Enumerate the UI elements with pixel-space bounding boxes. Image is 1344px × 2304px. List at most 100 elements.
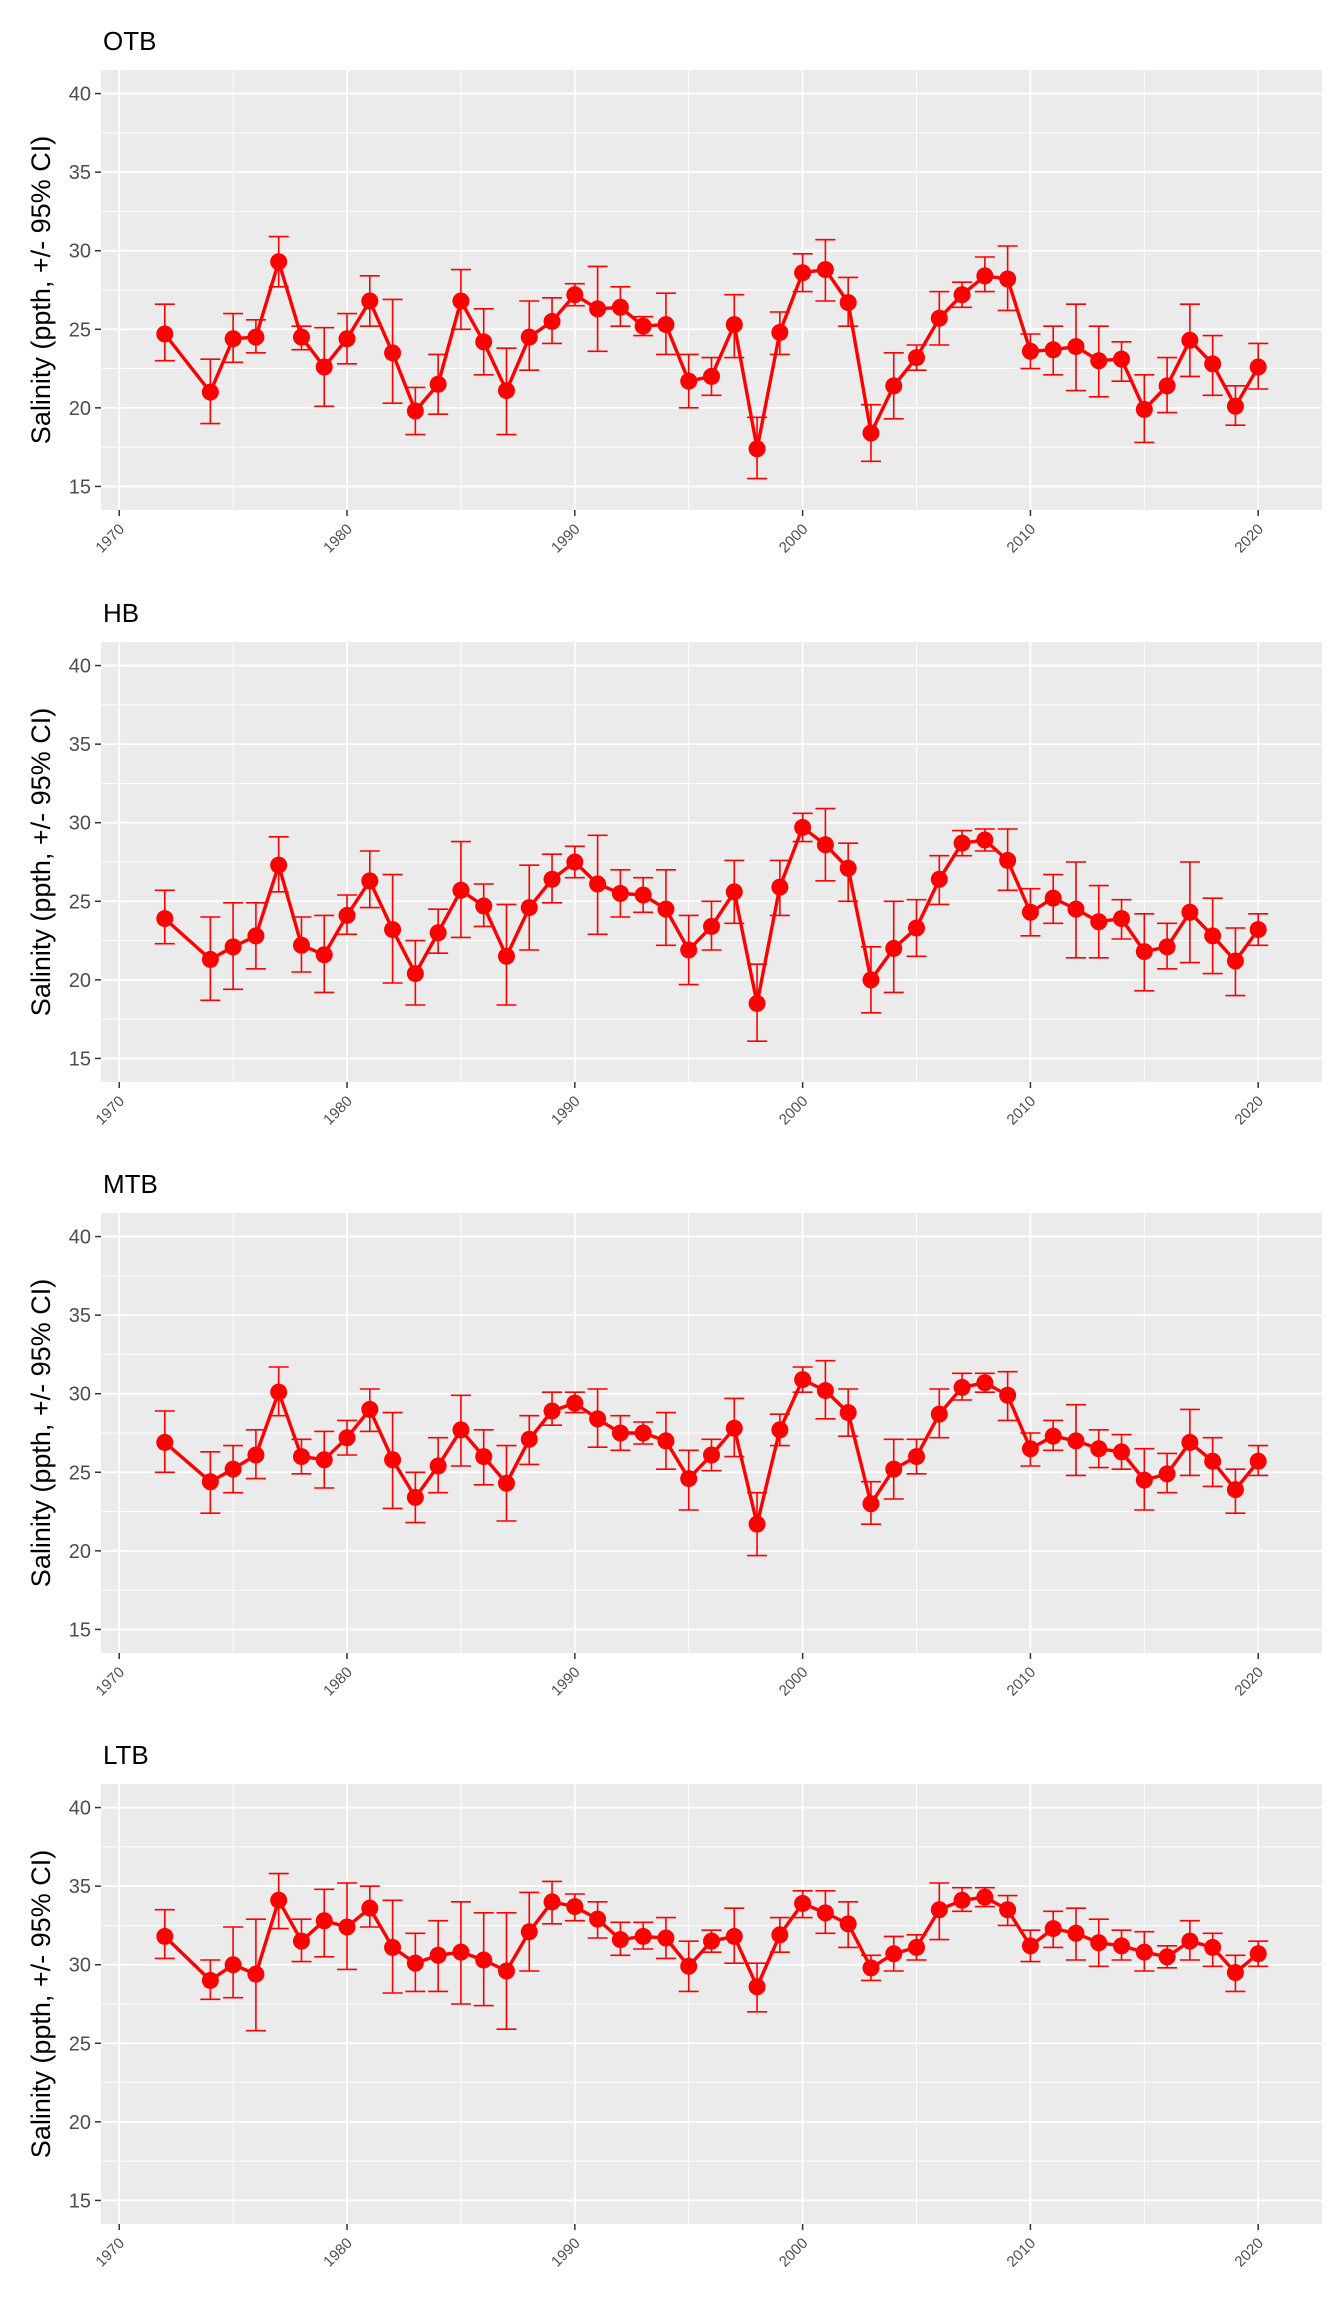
data-point (543, 312, 561, 330)
x-tick-label: 2010 (1004, 521, 1040, 557)
data-point (680, 372, 698, 390)
panel-title: OTB (103, 26, 156, 56)
data-point (224, 330, 242, 348)
data-point (384, 1938, 402, 1956)
data-point (1181, 903, 1199, 921)
y-tick-label: 30 (69, 813, 91, 835)
panel-ltb: LTB 15 20 25 30 35 40 1970 1980 1990 2000 2010 2020 S… (26, 1740, 1322, 2270)
data-point (520, 328, 538, 346)
data-point (657, 1432, 675, 1450)
data-point (611, 1931, 629, 1949)
data-point (1090, 913, 1108, 931)
y-tick-label: 20 (69, 1541, 91, 1563)
data-point (566, 1394, 584, 1412)
panel-otb: OTB 15 20 25 30 35 40 1970 1980 1990 2000 2010 2020 S… (26, 26, 1322, 556)
data-point (270, 1383, 288, 1401)
series-salinity (154, 1359, 1269, 1557)
data-point (885, 939, 903, 957)
data-point (520, 1923, 538, 1941)
data-point (475, 333, 493, 351)
data-point (703, 367, 720, 385)
data-point (1204, 1452, 1222, 1470)
y-tick-label: 35 (69, 1305, 91, 1327)
data-point (634, 1424, 652, 1442)
x-tick-label: 2010 (1004, 1093, 1040, 1129)
data-point (520, 1430, 538, 1448)
data-point (497, 947, 515, 965)
y-tick-label: 40 (69, 1798, 91, 1820)
x-tick-label: 2020 (1231, 2235, 1267, 2271)
data-point (862, 1495, 880, 1513)
x-tick-label: 1980 (320, 1093, 356, 1129)
x-tick-label: 1970 (92, 1093, 128, 1129)
y-tick-label: 35 (69, 1876, 91, 1898)
data-point (1090, 1934, 1108, 1952)
data-point (1090, 1440, 1108, 1458)
data-point (839, 1915, 857, 1933)
data-point (1021, 903, 1039, 921)
y-tick-label: 20 (69, 970, 91, 992)
data-point (384, 1451, 402, 1469)
y-tick-label: 15 (69, 2190, 91, 2212)
data-point (1204, 355, 1222, 373)
data-point (680, 1470, 698, 1488)
panel-title: MTB (103, 1169, 158, 1199)
data-point (930, 309, 948, 327)
data-point (1067, 900, 1085, 918)
data-point (1044, 341, 1062, 359)
data-point (315, 358, 333, 376)
data-point (384, 344, 402, 362)
data-point (1226, 397, 1244, 415)
data-point (156, 1433, 174, 1451)
data-point (315, 1912, 333, 1930)
x-tick-label: 1990 (548, 1664, 584, 1700)
data-point (224, 1460, 242, 1478)
data-point (771, 323, 789, 341)
data-point (475, 1448, 493, 1466)
data-point (976, 267, 994, 285)
data-point (953, 834, 971, 852)
data-point (999, 1901, 1017, 1919)
data-point (862, 1959, 880, 1977)
data-point (566, 1898, 584, 1916)
data-point (1113, 1443, 1131, 1461)
data-point (247, 328, 265, 346)
data-point (680, 1957, 698, 1975)
data-point (657, 1929, 675, 1947)
data-point (156, 1927, 174, 1945)
data-point (338, 1429, 356, 1447)
data-point (1021, 342, 1039, 360)
data-point (1067, 1924, 1085, 1942)
data-point (1226, 1964, 1244, 1982)
data-point (543, 1893, 561, 1911)
x-tick-label: 1990 (548, 521, 584, 557)
y-tick-label: 25 (69, 319, 91, 341)
y-tick-label: 15 (69, 1048, 91, 1070)
data-point (1044, 889, 1062, 907)
data-point (771, 1421, 789, 1439)
data-point (224, 1956, 242, 1974)
data-point (1135, 400, 1153, 418)
data-point (566, 853, 584, 871)
data-point (1021, 1937, 1039, 1955)
data-point (543, 1402, 561, 1420)
data-point (748, 1515, 766, 1533)
data-point (201, 950, 219, 968)
data-point (429, 1457, 447, 1475)
y-axis-label: Salinity (ppth, +/- 95% CI) (26, 708, 56, 1016)
x-tick-label: 2000 (776, 2235, 812, 2271)
data-point (908, 1938, 926, 1956)
data-point (1249, 1452, 1267, 1470)
data-point (794, 818, 812, 836)
data-point (1249, 921, 1267, 939)
data-point (292, 1448, 310, 1466)
data-point (703, 1932, 720, 1950)
data-point (201, 1473, 219, 1491)
data-point (1090, 352, 1108, 370)
data-point (429, 1946, 447, 1964)
data-point (771, 1926, 789, 1944)
data-point (497, 382, 515, 400)
x-tick-label: 2000 (776, 1664, 812, 1700)
